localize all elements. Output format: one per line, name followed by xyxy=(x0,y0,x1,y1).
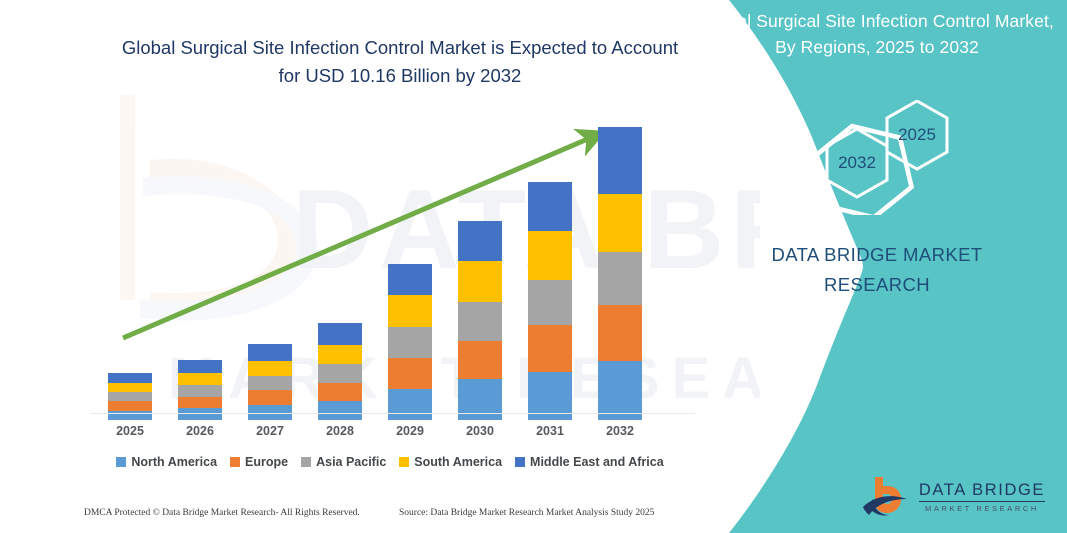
bar-segment xyxy=(178,360,222,374)
page-title: Global Surgical Site Infection Control M… xyxy=(121,37,679,86)
x-axis-label-2030: 2030 xyxy=(466,424,494,438)
bar-segment xyxy=(108,391,152,402)
hexagon-2025-label: 2025 xyxy=(898,125,936,144)
legend-label: Europe xyxy=(245,455,289,469)
bar-segment xyxy=(388,264,432,296)
stacked-bar-chart xyxy=(90,120,690,420)
bar-segment xyxy=(598,127,642,195)
bar-segment xyxy=(458,261,502,302)
footer-copyright: DMCA Protected © Data Bridge Market Rese… xyxy=(84,508,360,518)
logo-swoosh-shape xyxy=(862,496,907,515)
logo-tagline: MARKET RESEARCH xyxy=(925,503,1039,513)
bar-segment xyxy=(318,401,362,420)
bar-segment xyxy=(598,304,642,361)
legend-swatch-icon xyxy=(515,457,526,467)
bar-segment xyxy=(248,375,292,391)
x-axis-label-2031: 2031 xyxy=(536,424,564,438)
right-panel: GE H Global Surgical Site Infection Cont… xyxy=(667,0,1067,533)
legend-swatch-icon xyxy=(301,457,312,467)
bar-segment xyxy=(528,279,572,325)
legend-label: Middle East and Africa xyxy=(530,455,664,469)
hexagon-2032-label: 2032 xyxy=(838,153,876,172)
bar-2026 xyxy=(178,360,222,420)
legend-label: North America xyxy=(131,455,218,469)
bar-2029 xyxy=(388,264,432,420)
bar-segment xyxy=(318,345,362,364)
bar-segment xyxy=(108,373,152,383)
bar-segment xyxy=(178,396,222,409)
bar-2027 xyxy=(248,343,292,420)
footer: DMCA Protected © Data Bridge Market Rese… xyxy=(0,508,700,528)
hexagon-group: 2032 2025 xyxy=(797,100,1057,215)
chart-legend: North America Europe Asia Pacific South Ame… xyxy=(90,455,690,469)
legend-item[interactable]: Europe xyxy=(230,455,288,469)
teal-panel-shape xyxy=(729,0,1067,533)
x-axis-label-2032: 2032 xyxy=(606,424,634,438)
bar-segment xyxy=(598,194,642,252)
bar-2028 xyxy=(318,323,362,420)
bar-segment xyxy=(528,324,572,372)
legend-label: Asia Pacific xyxy=(316,455,387,469)
bar-segment xyxy=(248,405,292,420)
legend-item[interactable]: Asia Pacific xyxy=(301,455,386,469)
bar-segment xyxy=(318,323,362,346)
bar-segment xyxy=(248,390,292,406)
x-axis-label-2028: 2028 xyxy=(326,424,354,438)
bar-segment xyxy=(248,360,292,376)
footer-source: Source: Data Bridge Market Research Mark… xyxy=(399,508,655,518)
legend-label: South America xyxy=(414,455,503,469)
bar-segment xyxy=(318,382,362,402)
x-axis-label-2026: 2026 xyxy=(186,424,214,438)
bar-segment xyxy=(248,343,292,361)
logo-name: DATA BRIDGE xyxy=(918,482,1045,502)
bar-2025 xyxy=(108,373,152,420)
panel-brand-line2: RESEARCH xyxy=(824,274,930,295)
bar-segment xyxy=(528,181,572,232)
bar-segment xyxy=(388,357,432,389)
x-axis-label-2025: 2025 xyxy=(116,424,144,438)
x-axis-label-2027: 2027 xyxy=(256,424,284,438)
bar-segment xyxy=(108,410,152,420)
x-axis-labels: 2025 2026 2027 2028 2029 2030 2031 2032 xyxy=(90,424,690,444)
bar-segment xyxy=(178,373,222,385)
panel-brand-line1: DATA BRIDGE MARKET xyxy=(771,244,983,265)
bar-segment xyxy=(108,401,152,411)
bar-segment xyxy=(178,384,222,397)
bar-2030 xyxy=(458,220,502,420)
hexagon-2032-shape xyxy=(811,123,915,215)
legend-item[interactable]: South America xyxy=(399,455,502,469)
logo-wordmark: DATA BRIDGE MARKET RESEARCH xyxy=(918,482,1045,513)
growth-arrow-icon xyxy=(122,128,607,341)
bar-segment xyxy=(598,360,642,420)
legend-swatch-icon xyxy=(230,457,241,467)
bar-segment xyxy=(528,371,572,420)
hexagon-2025-outline xyxy=(885,100,949,171)
bar-2032 xyxy=(598,127,642,420)
legend-swatch-icon xyxy=(399,457,410,467)
brand-logo: DATA BRIDGE MARKET RESEARCH xyxy=(859,473,1045,521)
data-bridge-logo-icon xyxy=(859,473,911,521)
x-axis-label-2029: 2029 xyxy=(396,424,424,438)
bar-segment xyxy=(388,295,432,327)
hexagon-2025: 2025 xyxy=(887,101,947,169)
bar-segment xyxy=(108,382,152,392)
bar-segment xyxy=(388,326,432,358)
bar-segment xyxy=(528,231,572,280)
bar-segment xyxy=(458,340,502,380)
bar-segment xyxy=(388,388,432,420)
hexagon-2032: 2032 xyxy=(827,129,887,197)
x-axis-line xyxy=(90,413,695,414)
legend-swatch-icon xyxy=(116,457,127,467)
bar-segment xyxy=(458,220,502,262)
bar-segment xyxy=(178,408,222,420)
legend-item[interactable]: North America xyxy=(116,455,217,469)
bar-2031 xyxy=(528,181,572,420)
bar-segment xyxy=(458,301,502,341)
bar-segment xyxy=(598,251,642,305)
panel-title: Global Surgical Site Infection Control M… xyxy=(700,11,1054,57)
legend-item[interactable]: Middle East and Africa xyxy=(515,455,664,469)
panel-brand: DATA BRIDGE MARKET RESEARCH xyxy=(687,240,1067,300)
bar-segment xyxy=(318,363,362,383)
